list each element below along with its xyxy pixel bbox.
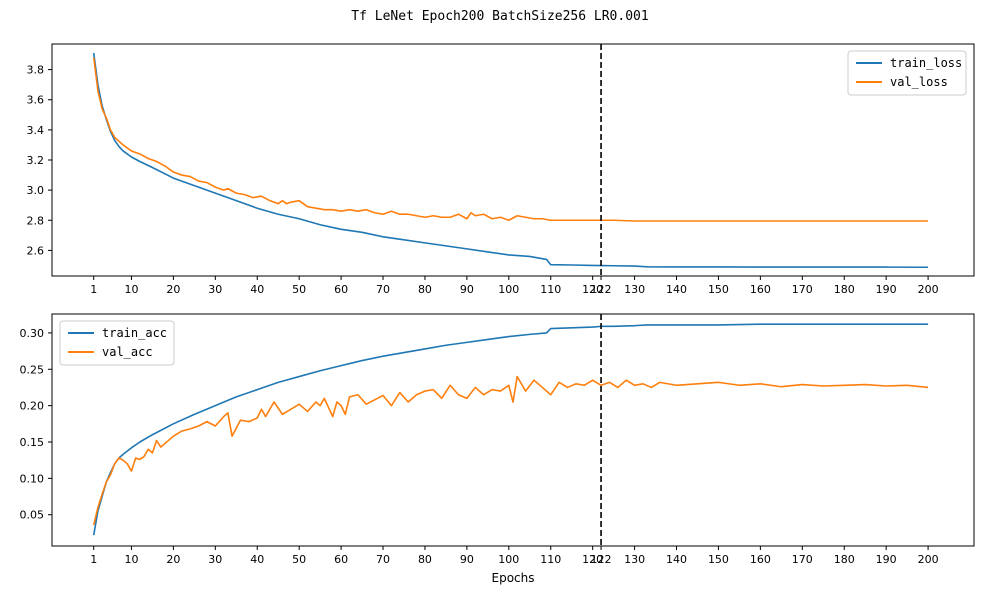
loss-y-tick-label: 2.8 xyxy=(27,214,45,227)
acc-x-tick-label: 180 xyxy=(834,553,855,566)
loss-y-tick-label: 3.4 xyxy=(27,124,45,137)
acc-y-tick-label: 0.30 xyxy=(20,327,45,340)
loss-legend: train_loss val_loss xyxy=(847,50,967,96)
loss-x-tick-label: 180 xyxy=(834,283,855,296)
loss-y-tick-label: 3.2 xyxy=(27,154,45,167)
loss-x-tick-label: 160 xyxy=(750,283,771,296)
loss-y-tick-label: 3.8 xyxy=(27,64,45,77)
acc-x-tick-label: 70 xyxy=(376,553,390,566)
acc-x-tick-label: 160 xyxy=(750,553,771,566)
loss-x-tick-label: 80 xyxy=(418,283,432,296)
acc-x-axis-label: Epochs xyxy=(492,571,535,585)
acc-x-tick-label: 40 xyxy=(250,553,264,566)
series-line-val-acc xyxy=(92,375,929,526)
acc-x-tick-label: 130 xyxy=(624,553,645,566)
loss-x-tick-label: 122 xyxy=(591,283,612,296)
acc-x-tick-label: 110 xyxy=(540,553,561,566)
acc-x-tick-label: 30 xyxy=(208,553,222,566)
loss-x-tick-label: 110 xyxy=(540,283,561,296)
acc-x-tick-label: 1 xyxy=(90,553,97,566)
series-line-train-loss xyxy=(92,52,929,269)
acc-y-tick-label: 0.15 xyxy=(20,436,45,449)
acc-axes-frame xyxy=(51,313,975,547)
loss-x-tick-label: 120 xyxy=(582,283,603,296)
acc-x-tick-label: 100 xyxy=(498,553,519,566)
loss-x-tick-label: 200 xyxy=(918,283,939,296)
loss-x-tick-label: 10 xyxy=(124,283,138,296)
loss-x-tick-label: 40 xyxy=(250,283,264,296)
acc-y-tick-label: 0.10 xyxy=(20,472,45,485)
loss-axes-frame xyxy=(51,43,975,277)
loss-x-tick-label: 30 xyxy=(208,283,222,296)
loss-x-tick-label: 150 xyxy=(708,283,729,296)
legend-label-val-loss: val_loss xyxy=(890,75,948,89)
loss-x-tick-label: 130 xyxy=(624,283,645,296)
acc-x-tick-label: 190 xyxy=(876,553,897,566)
acc-x-tick-label: 122 xyxy=(591,553,612,566)
acc-y-tick-label: 0.20 xyxy=(20,400,45,413)
loss-x-tick-label: 50 xyxy=(292,283,306,296)
loss-x-tick-label: 170 xyxy=(792,283,813,296)
acc-x-tick-label: 90 xyxy=(460,553,474,566)
series-line-train-acc xyxy=(92,323,929,536)
acc-x-tick-label: 50 xyxy=(292,553,306,566)
acc-x-tick-label: 10 xyxy=(124,553,138,566)
loss-x-tick-label: 190 xyxy=(876,283,897,296)
acc-x-tick-label: 200 xyxy=(918,553,939,566)
loss-x-tick-label: 60 xyxy=(334,283,348,296)
legend-label-train-loss: train_loss xyxy=(890,56,962,70)
acc-x-tick-label: 170 xyxy=(792,553,813,566)
acc-x-tick-label: 140 xyxy=(666,553,687,566)
acc-y-tick-label: 0.05 xyxy=(20,509,45,522)
loss-y-tick-label: 3.0 xyxy=(27,184,45,197)
loss-x-tick-label: 70 xyxy=(376,283,390,296)
acc-legend: train_acc val_acc xyxy=(59,320,175,366)
legend-label-train-acc: train_acc xyxy=(102,326,167,340)
legend-label-val-acc: val_acc xyxy=(102,345,153,359)
loss-x-tick-label: 90 xyxy=(460,283,474,296)
figure-title: Tf LeNet Epoch200 BatchSize256 LR0.001 xyxy=(351,9,649,24)
loss-x-tick-label: 100 xyxy=(498,283,519,296)
series-line-val-loss xyxy=(92,57,929,222)
acc-x-tick-label: 60 xyxy=(334,553,348,566)
loss-x-tick-label: 20 xyxy=(166,283,180,296)
acc-x-tick-label: 80 xyxy=(418,553,432,566)
acc-x-tick-label: 20 xyxy=(166,553,180,566)
loss-y-tick-label: 2.6 xyxy=(27,244,45,257)
acc-x-tick-label: 120 xyxy=(582,553,603,566)
acc-x-tick-label: 150 xyxy=(708,553,729,566)
loss-x-tick-label: 1 xyxy=(90,283,97,296)
loss-y-tick-label: 3.6 xyxy=(27,94,45,107)
loss-x-tick-label: 140 xyxy=(666,283,687,296)
acc-y-tick-label: 0.25 xyxy=(20,363,45,376)
